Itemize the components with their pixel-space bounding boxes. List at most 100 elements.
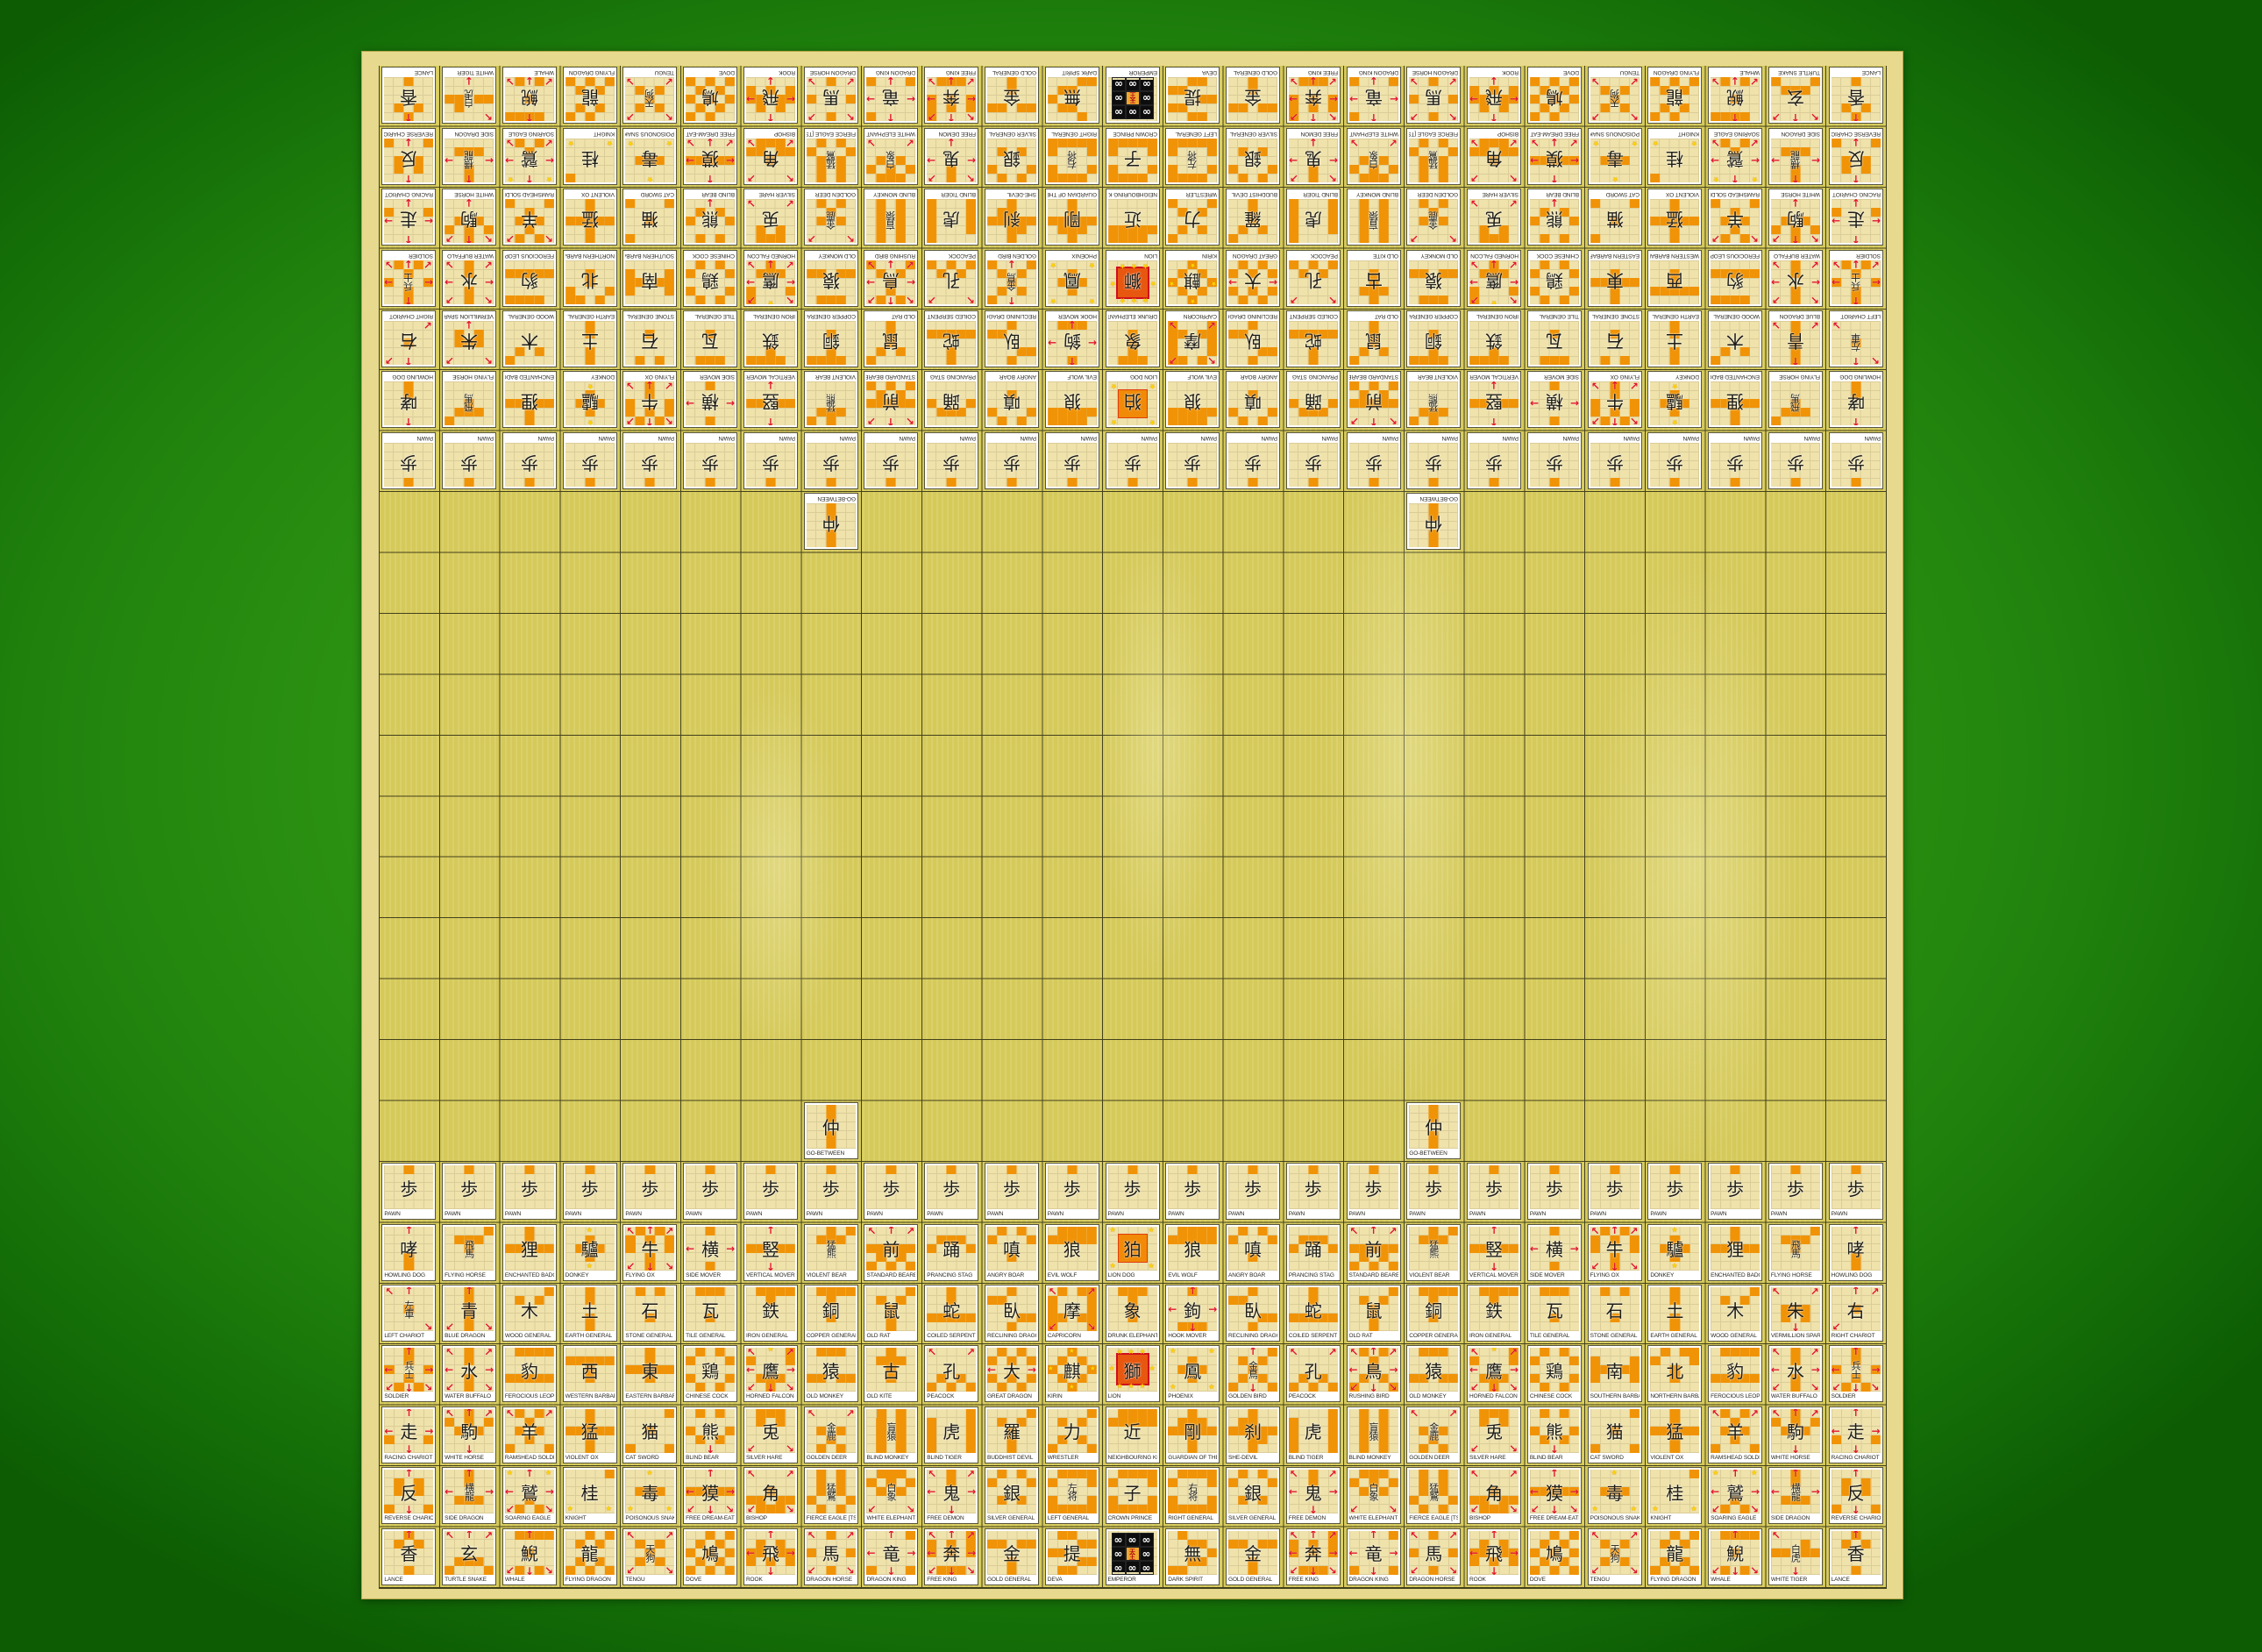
- piece-tile-old-rat[interactable]: 鼠 OLD RAT: [1346, 1285, 1401, 1342]
- piece-tile-silver-general[interactable]: 銀 SILVER GENERAL: [984, 127, 1039, 185]
- piece-tile-old-monkey[interactable]: 猿 OLD MONKEY: [1406, 249, 1462, 307]
- piece-tile-iron-general[interactable]: 鉄 IRON GENERAL: [743, 1285, 798, 1342]
- piece-tile-side-mover[interactable]: ← → 横 SIDE MOVER: [1526, 371, 1582, 429]
- piece-tile-pawn[interactable]: 歩 PAWN: [1226, 1163, 1281, 1221]
- piece-tile-knight[interactable]: ★ ★ 桂 KNIGHT: [562, 1467, 617, 1525]
- piece-tile-dove[interactable]: 鳩 DOVE: [683, 67, 738, 125]
- piece-tile-white-horse[interactable]: ↖ ↑ ↗ ↓ 駒 WHITE HORSE: [1768, 189, 1823, 246]
- piece-tile-go-between[interactable]: 仲 GO-BETWEEN: [803, 493, 858, 551]
- piece-tile-pawn[interactable]: 歩 PAWN: [743, 431, 798, 489]
- piece-tile-racing-chariot[interactable]: ↑ ← → ↓ 走 RACING CHARIOT: [1828, 1406, 1883, 1463]
- piece-tile-water-buffalo[interactable]: ← → ↖ ↗ ↙ ↘ 水 WATER BUFFALO: [442, 1345, 497, 1403]
- piece-tile-stone-general[interactable]: 石 STONE GENERAL: [1587, 310, 1642, 367]
- piece-tile-hook-mover[interactable]: ↑ ↓ ← → 鉤 HOOK MOVER: [1165, 1285, 1220, 1342]
- piece-tile-vertical-mover[interactable]: ↑ ↓ 竪 VERTICAL MOVER: [1467, 371, 1522, 429]
- piece-tile-pawn[interactable]: 歩 PAWN: [1165, 431, 1220, 489]
- piece-tile-evil-wolf[interactable]: 狼 EVIL WOLF: [1165, 371, 1220, 429]
- piece-tile-pawn[interactable]: 歩 PAWN: [442, 431, 497, 489]
- piece-tile-chinese-cock[interactable]: 鶏 CHINESE COCK: [1526, 1345, 1582, 1403]
- piece-tile-dragon-king[interactable]: ↑ ↓ ← → 竜 DRAGON KING: [1346, 67, 1401, 125]
- piece-tile-tile-general[interactable]: 瓦 TILE GENERAL: [1526, 310, 1582, 367]
- piece-tile-bishop[interactable]: ↖ ↗ ↙ ↘ 角 BISHOP: [1467, 1467, 1522, 1525]
- piece-tile-rook[interactable]: ↑ ↓ ← → 飛 ROOK: [1467, 1527, 1522, 1585]
- piece-tile-blind-monkey[interactable]: 盲猿 BLIND MONKEY: [864, 1406, 919, 1463]
- piece-tile-pawn[interactable]: 歩 PAWN: [1105, 431, 1160, 489]
- piece-tile-water-buffalo[interactable]: ← → ↖ ↗ ↙ ↘ 水 WATER BUFFALO: [442, 249, 497, 307]
- piece-tile-side-dragon[interactable]: ↑ ← → 横龍 SIDE DRAGON: [1768, 1467, 1823, 1525]
- piece-tile-dragon-horse[interactable]: ↖ ↗ ↙ ↘ 馬 DRAGON HORSE: [803, 1527, 858, 1585]
- piece-tile-pawn[interactable]: 歩 PAWN: [562, 1163, 617, 1221]
- piece-tile-lion[interactable]: ★ ★ ★ ★ ★ ★ ★ ★ 獅 LION: [1105, 249, 1160, 307]
- piece-tile-peacock[interactable]: ↖ ↗ 孔 PEACOCK: [924, 1345, 979, 1403]
- piece-tile-gold-general[interactable]: 金 GOLD GENERAL: [1226, 67, 1281, 125]
- piece-tile-poisonous-snake[interactable]: ★ ★ ★ 毒 POISONOUS SNAKE: [622, 127, 678, 185]
- piece-tile-side-mover[interactable]: ← → 横 SIDE MOVER: [683, 371, 738, 429]
- piece-tile-crown-prince[interactable]: 子 CROWN PRINCE: [1105, 127, 1160, 185]
- piece-tile-whale[interactable]: ↑ ↙ ↓ ↘ 鯢 WHALE: [1708, 67, 1763, 125]
- piece-tile-pawn[interactable]: 歩 PAWN: [1285, 1163, 1341, 1221]
- piece-tile-violent-bear[interactable]: 猛熊 VIOLENT BEAR: [1406, 371, 1462, 429]
- piece-tile-blue-dragon[interactable]: ↑ ↙ ↘ 青 BLUE DRAGON: [1768, 310, 1823, 367]
- piece-tile-white-elephant[interactable]: ↙ ↘ 白象 WHITE ELEPHANT: [864, 127, 919, 185]
- piece-tile-old-kite[interactable]: 古 OLD KITE: [864, 1345, 919, 1403]
- piece-tile-dragon-horse[interactable]: ↖ ↗ ↙ ↘ 馬 DRAGON HORSE: [803, 67, 858, 125]
- piece-tile-violent-ox[interactable]: 猛 VIOLENT OX: [562, 189, 617, 246]
- piece-tile-flying-dragon[interactable]: 龍 FLYING DRAGON: [562, 67, 617, 125]
- piece-tile-side-dragon[interactable]: ↑ ← → 横龍 SIDE DRAGON: [442, 1467, 497, 1525]
- piece-tile-old-rat[interactable]: 鼠 OLD RAT: [1346, 310, 1401, 367]
- piece-tile-pawn[interactable]: 歩 PAWN: [984, 1163, 1039, 1221]
- piece-tile-flying-ox[interactable]: ↑ ↖ ↗ ↙ ↓ ↘ 牛 FLYING OX: [1587, 1223, 1642, 1281]
- piece-tile-angry-boar[interactable]: 嗔 ANGRY BOAR: [984, 371, 1039, 429]
- piece-tile-silver-general[interactable]: 銀 SILVER GENERAL: [984, 1467, 1039, 1525]
- piece-tile-pawn[interactable]: 歩 PAWN: [1768, 1163, 1823, 1221]
- piece-tile-she-devil[interactable]: 刹 SHE-DEVIL: [984, 189, 1039, 246]
- piece-tile-lance[interactable]: ↑ 香 LANCE: [1828, 1527, 1883, 1585]
- piece-tile-rushing-bird[interactable]: ↑ ↓ ← → ↖ ↗ ↙ ↘ 鳥 RUSHING BIRD: [864, 249, 919, 307]
- piece-tile-kirin[interactable]: ★ ★ ★ ★ 麒 KIRIN: [1044, 1345, 1099, 1403]
- piece-tile-pawn[interactable]: 歩 PAWN: [1285, 431, 1341, 489]
- piece-tile-dove[interactable]: 鳩 DOVE: [683, 1527, 738, 1585]
- piece-tile-blue-dragon[interactable]: ↑ ↙ ↘ 青 BLUE DRAGON: [442, 1285, 497, 1342]
- piece-tile-pawn[interactable]: 歩 PAWN: [1647, 1163, 1703, 1221]
- piece-tile-soaring-eagle[interactable]: ↑ ← → ↙ ↘ ★ ★ 鷲 SOARING EAGLE: [501, 1467, 557, 1525]
- piece-tile-copper-general[interactable]: 銅 COPPER GENERAL: [803, 1285, 858, 1342]
- piece-tile-wrestler[interactable]: 力 WRESTLER: [1044, 1406, 1099, 1463]
- piece-tile-drunk-elephant[interactable]: 象 DRUNK ELEPHANT: [1105, 1285, 1160, 1342]
- piece-tile-copper-general[interactable]: 銅 COPPER GENERAL: [1406, 1285, 1462, 1342]
- piece-tile-bishop[interactable]: ↖ ↗ ↙ ↘ 角 BISHOP: [743, 1467, 798, 1525]
- piece-tile-dark-spirit[interactable]: 無 DARK SPIRIT: [1044, 67, 1099, 125]
- piece-tile-blind-monkey[interactable]: 盲猿 BLIND MONKEY: [1346, 1406, 1401, 1463]
- piece-tile-reverse-chariot[interactable]: ↑ ↓ 反 REVERSE CHARIOT: [381, 127, 437, 185]
- piece-tile-pawn[interactable]: 歩 PAWN: [501, 1163, 557, 1221]
- piece-tile-deva[interactable]: 提 DEVA: [1044, 1527, 1099, 1585]
- piece-tile-angry-boar[interactable]: 嗔 ANGRY BOAR: [1226, 1223, 1281, 1281]
- piece-tile-wrestler[interactable]: 力 WRESTLER: [1165, 189, 1220, 246]
- piece-tile-blind-tiger[interactable]: 虎 BLIND TIGER: [924, 1406, 979, 1463]
- piece-tile-soldier[interactable]: ↑ ← → ↙ ↓ ↘ 兵士 SOLDIER: [1828, 1345, 1883, 1403]
- piece-tile-howling-dog[interactable]: ↑ 哮 HOWLING DOG: [381, 371, 437, 429]
- piece-tile-free-demon[interactable]: ↖ ↗ ← → ↓ 鬼 FREE DEMON: [924, 1467, 979, 1525]
- piece-tile-silver-general[interactable]: 銀 SILVER GENERAL: [1226, 1467, 1281, 1525]
- piece-tile-go-between[interactable]: 仲 GO-BETWEEN: [1406, 493, 1462, 551]
- piece-tile-dark-spirit[interactable]: 無 DARK SPIRIT: [1165, 1527, 1220, 1585]
- piece-tile-phoenix[interactable]: ★ ★ ★ ★ 鳳 PHOENIX: [1165, 1345, 1220, 1403]
- piece-tile-great-dragon[interactable]: ← → 大 GREAT DRAGON: [984, 1345, 1039, 1403]
- piece-tile-cat-sword[interactable]: 猫 CAT SWORD: [622, 189, 678, 246]
- piece-tile-howling-dog[interactable]: ↑ 哮 HOWLING DOG: [381, 1223, 437, 1281]
- piece-tile-dove[interactable]: 鳩 DOVE: [1526, 67, 1582, 125]
- piece-tile-earth-general[interactable]: 土 EARTH GENERAL: [562, 1285, 617, 1342]
- piece-tile-dragon-king[interactable]: ↑ ↓ ← → 竜 DRAGON KING: [1346, 1527, 1401, 1585]
